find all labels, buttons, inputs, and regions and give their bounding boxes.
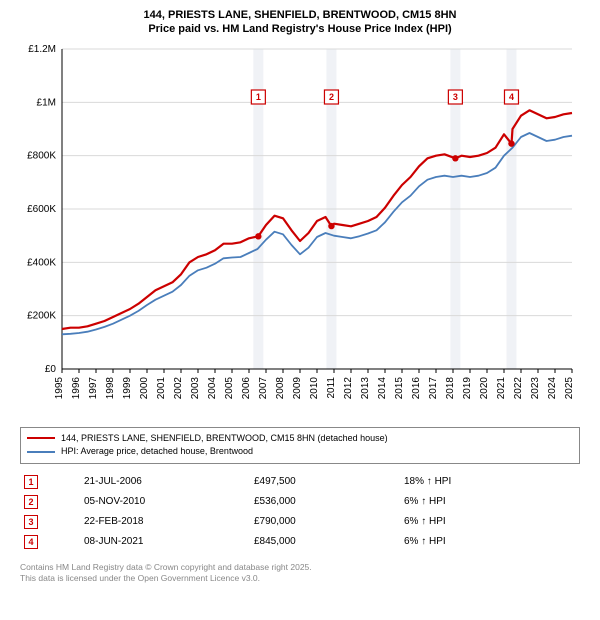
y-tick-label: £1M (37, 97, 56, 108)
table-marker: 2 (24, 495, 38, 509)
x-tick-label: 1995 (54, 376, 65, 399)
x-tick-label: 2008 (275, 376, 286, 399)
x-tick-label: 2018 (445, 376, 456, 399)
x-tick-label: 1999 (122, 376, 133, 399)
x-tick-label: 2012 (343, 376, 354, 399)
series-line-0 (62, 110, 572, 329)
y-tick-label: £200K (27, 310, 56, 321)
footer-line2: This data is licensed under the Open Gov… (20, 573, 580, 584)
sale-marker-num: 4 (509, 92, 514, 102)
legend-label-1: HPI: Average price, detached house, Bren… (61, 445, 253, 459)
x-tick-label: 2011 (326, 376, 337, 398)
x-tick-label: 2004 (207, 376, 218, 399)
title-line1: 144, PRIESTS LANE, SHENFIELD, BRENTWOOD,… (10, 8, 590, 22)
table-row: 2 05-NOV-2010£536,0006% ↑ HPI (20, 492, 580, 512)
x-tick-label: 2003 (190, 376, 201, 399)
x-tick-label: 2013 (360, 376, 371, 399)
x-tick-label: 2014 (377, 376, 388, 399)
title-line2: Price paid vs. HM Land Registry's House … (10, 22, 590, 36)
table-price: £497,500 (250, 472, 400, 492)
legend-row-1: HPI: Average price, detached house, Bren… (27, 445, 573, 459)
footer-line1: Contains HM Land Registry data © Crown c… (20, 562, 580, 573)
table-price: £790,000 (250, 512, 400, 532)
y-tick-label: £1.2M (28, 44, 56, 55)
x-tick-label: 2009 (292, 376, 303, 399)
table-delta: 6% ↑ HPI (400, 512, 580, 532)
x-tick-label: 2001 (156, 376, 167, 399)
sale-dot (452, 155, 458, 161)
x-tick-label: 1997 (88, 376, 99, 399)
x-tick-label: 1998 (105, 376, 116, 399)
table-price: £536,000 (250, 492, 400, 512)
sale-marker-num: 2 (329, 92, 334, 102)
x-tick-label: 2000 (139, 376, 150, 399)
table-row: 4 08-JUN-2021£845,0006% ↑ HPI (20, 532, 580, 552)
legend-label-0: 144, PRIESTS LANE, SHENFIELD, BRENTWOOD,… (61, 432, 388, 446)
y-tick-label: £0 (45, 364, 57, 375)
x-tick-label: 2020 (479, 376, 490, 399)
x-tick-label: 2002 (173, 376, 184, 399)
y-tick-label: £800K (27, 150, 56, 161)
sale-marker-num: 3 (453, 92, 458, 102)
x-tick-label: 2019 (462, 376, 473, 399)
x-tick-label: 2010 (309, 376, 320, 399)
x-tick-label: 2015 (394, 376, 405, 399)
chart-svg: £0 £200K £400K £600K £800K £1M £1.2M 1995 1996 19… (20, 41, 580, 421)
sales-table: 1 21-JUL-2006£497,50018% ↑ HPI 2 05-NOV-201… (20, 472, 580, 552)
table-marker: 1 (24, 475, 38, 489)
sale-marker-num: 1 (256, 92, 261, 102)
table-date: 21-JUL-2006 (80, 472, 250, 492)
x-tick-label: 2023 (530, 376, 541, 399)
x-tick-label: 2025 (564, 376, 575, 399)
table-delta: 6% ↑ HPI (400, 532, 580, 552)
sale-dot (255, 233, 261, 239)
title-block: 144, PRIESTS LANE, SHENFIELD, BRENTWOOD,… (10, 8, 590, 37)
x-tick-label: 2022 (513, 376, 524, 399)
table-marker: 4 (24, 535, 38, 549)
table-delta: 6% ↑ HPI (400, 492, 580, 512)
x-tick-label: 2016 (411, 376, 422, 399)
table-date: 05-NOV-2010 (80, 492, 250, 512)
x-tick-label: 2017 (428, 376, 439, 399)
chart-container: 144, PRIESTS LANE, SHENFIELD, BRENTWOOD,… (0, 0, 600, 592)
y-tick-label: £600K (27, 204, 56, 215)
table-row: 1 21-JUL-2006£497,50018% ↑ HPI (20, 472, 580, 492)
table-row: 3 22-FEB-2018£790,0006% ↑ HPI (20, 512, 580, 532)
y-tick-label: £400K (27, 257, 56, 268)
legend-row-0: 144, PRIESTS LANE, SHENFIELD, BRENTWOOD,… (27, 432, 573, 446)
legend-swatch-1 (27, 451, 55, 453)
table-delta: 18% ↑ HPI (400, 472, 580, 492)
chart-area: £0 £200K £400K £600K £800K £1M £1.2M 1995 1996 19… (20, 41, 580, 421)
legend-swatch-0 (27, 437, 55, 439)
table-marker: 3 (24, 515, 38, 529)
sale-dot (328, 222, 334, 228)
table-price: £845,000 (250, 532, 400, 552)
table-date: 22-FEB-2018 (80, 512, 250, 532)
x-tick-label: 1996 (71, 376, 82, 399)
x-tick-label: 2007 (258, 376, 269, 399)
sale-dot (508, 140, 514, 146)
x-tick-label: 2006 (241, 376, 252, 399)
legend: 144, PRIESTS LANE, SHENFIELD, BRENTWOOD,… (20, 427, 580, 464)
x-tick-label: 2021 (496, 376, 507, 399)
table-date: 08-JUN-2021 (80, 532, 250, 552)
x-tick-label: 2005 (224, 376, 235, 399)
footer: Contains HM Land Registry data © Crown c… (20, 562, 580, 584)
x-tick-label: 2024 (547, 376, 558, 399)
